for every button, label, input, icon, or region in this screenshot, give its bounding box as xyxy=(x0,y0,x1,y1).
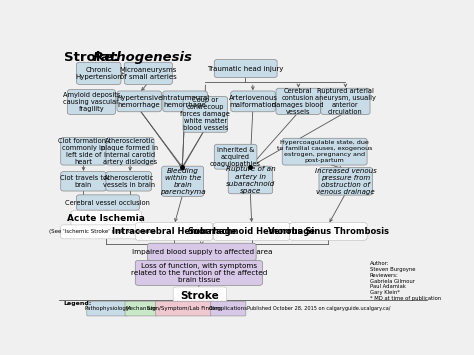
FancyBboxPatch shape xyxy=(163,91,207,112)
FancyBboxPatch shape xyxy=(71,211,141,226)
FancyBboxPatch shape xyxy=(155,301,212,316)
Text: Rupture of an
artery in
subarachnoid
space: Rupture of an artery in subarachnoid spa… xyxy=(226,166,275,193)
Text: Atherosclerotic
plaque formed in
internal carotid
artery dislodges: Atherosclerotic plaque formed in interna… xyxy=(101,138,158,165)
Text: (See 'Ischemic Stroke' slide for details): (See 'Ischemic Stroke' slide for details… xyxy=(49,229,155,234)
FancyBboxPatch shape xyxy=(147,243,256,261)
FancyBboxPatch shape xyxy=(61,225,144,239)
FancyBboxPatch shape xyxy=(173,287,227,305)
FancyBboxPatch shape xyxy=(106,171,152,191)
FancyBboxPatch shape xyxy=(282,138,367,165)
FancyBboxPatch shape xyxy=(228,166,273,194)
Text: Ruptured arterial
aneurysm, usually
anterior
circulation: Ruptured arterial aneurysm, usually ante… xyxy=(315,88,376,115)
Text: Pathophysiology: Pathophysiology xyxy=(85,306,130,311)
Text: Stroke:: Stroke: xyxy=(64,51,123,64)
FancyBboxPatch shape xyxy=(183,97,228,132)
Text: Author:
Steven Burgoyne
Reviewers:
Gabriela Gilmour
Paul Adamiak
Gary Klein*
* M: Author: Steven Burgoyne Reviewers: Gabri… xyxy=(370,261,441,301)
FancyBboxPatch shape xyxy=(61,137,106,165)
FancyBboxPatch shape xyxy=(135,261,263,285)
FancyBboxPatch shape xyxy=(117,91,161,112)
FancyBboxPatch shape xyxy=(76,62,121,84)
Text: Chronic
Hypertension: Chronic Hypertension xyxy=(75,67,122,80)
Text: Atherosclerotic
vessels in brain: Atherosclerotic vessels in brain xyxy=(102,175,155,188)
Text: Impaired blood supply to affected area: Impaired blood supply to affected area xyxy=(131,249,272,255)
FancyBboxPatch shape xyxy=(319,168,373,195)
Text: Complications: Complications xyxy=(209,306,248,311)
Text: Inherited &
acquired
coagulopathies: Inherited & acquired coagulopathies xyxy=(210,147,261,167)
Text: Increased venous
pressure from
obstruction of
venous drainage: Increased venous pressure from obstructi… xyxy=(315,168,377,195)
Text: Hypercoagulable state, due
to familial causes, exogenous
estrogen, pregnancy and: Hypercoagulable state, due to familial c… xyxy=(277,141,373,163)
FancyBboxPatch shape xyxy=(67,89,116,115)
Text: Bleeding
within the
brain
parenchyma: Bleeding within the brain parenchyma xyxy=(160,168,206,195)
Text: Hypertensive
hemorrhage: Hypertensive hemorrhage xyxy=(116,95,162,108)
Text: Pathogenesis: Pathogenesis xyxy=(93,51,193,64)
Text: Microaneurysms
of small arteries: Microaneurysms of small arteries xyxy=(119,67,177,80)
FancyBboxPatch shape xyxy=(162,166,204,197)
FancyBboxPatch shape xyxy=(213,223,290,240)
FancyBboxPatch shape xyxy=(276,88,320,115)
FancyBboxPatch shape xyxy=(76,195,139,210)
FancyBboxPatch shape xyxy=(125,301,157,316)
FancyBboxPatch shape xyxy=(214,60,277,78)
FancyBboxPatch shape xyxy=(231,91,275,112)
Text: Venous Sinus Thrombosis: Venous Sinus Thrombosis xyxy=(268,227,389,236)
Text: Coup or
contrecoup
forces damage
white matter
blood vessels: Coup or contrecoup forces damage white m… xyxy=(180,97,230,131)
Text: Legend:: Legend: xyxy=(64,301,92,306)
FancyBboxPatch shape xyxy=(61,171,106,191)
Text: Sign/Symptom/Lab Finding: Sign/Symptom/Lab Finding xyxy=(147,306,221,311)
Text: Arteriovenous
malformation: Arteriovenous malformation xyxy=(228,95,278,108)
Text: Stroke: Stroke xyxy=(181,291,219,301)
Text: Intracerebral Hemorrhage: Intracerebral Hemorrhage xyxy=(112,227,236,236)
Text: Subarachnoid Hemorrhage: Subarachnoid Hemorrhage xyxy=(188,227,315,236)
FancyBboxPatch shape xyxy=(135,223,213,240)
Text: Cerebral vessel occlusion: Cerebral vessel occlusion xyxy=(65,200,150,206)
Text: Loss of function, with symptoms
related to the function of the affected
brain ti: Loss of function, with symptoms related … xyxy=(131,263,267,283)
Text: Published October 28, 2015 on calgaryguide.ucalgary.ca/: Published October 28, 2015 on calgarygui… xyxy=(246,306,390,311)
Text: Clot formation,
commonly in
left side of
heart: Clot formation, commonly in left side of… xyxy=(58,138,109,165)
FancyBboxPatch shape xyxy=(214,144,257,169)
FancyBboxPatch shape xyxy=(210,301,246,316)
Text: Intratumoural
hemorrhage: Intratumoural hemorrhage xyxy=(161,95,209,108)
FancyBboxPatch shape xyxy=(87,301,128,316)
FancyBboxPatch shape xyxy=(290,223,367,240)
Text: Amyloid deposits
causing vascular
fragility: Amyloid deposits causing vascular fragil… xyxy=(63,92,120,112)
FancyBboxPatch shape xyxy=(124,62,173,84)
Text: Clot travels to
brain: Clot travels to brain xyxy=(60,175,107,188)
Text: Acute Ischemia: Acute Ischemia xyxy=(67,214,145,223)
Text: Traumatic head injury: Traumatic head injury xyxy=(208,66,284,72)
Text: Mechanism: Mechanism xyxy=(126,306,157,311)
Text: Cerebral
contusion
damages blood
vessels: Cerebral contusion damages blood vessels xyxy=(273,88,324,115)
FancyBboxPatch shape xyxy=(106,137,154,165)
FancyBboxPatch shape xyxy=(321,88,370,115)
